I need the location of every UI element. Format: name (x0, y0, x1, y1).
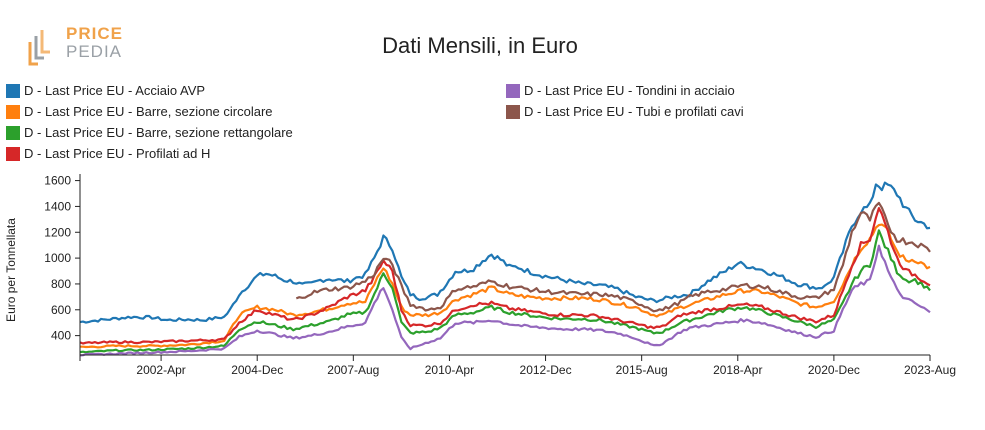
legend-swatch-tubi (506, 104, 520, 119)
legend-label-profilati: D - Last Price EU - Profilati ad H (24, 146, 211, 161)
legend-swatch-profilati (6, 146, 20, 161)
legend-right: D - Last Price EU - Tondini in acciaio D… (506, 80, 744, 122)
legend-item-profilati[interactable]: D - Last Price EU - Profilati ad H (6, 143, 293, 164)
legend-swatch-tondini (506, 83, 520, 98)
y-tick-label: 1400 (44, 199, 71, 213)
series-line-barre_rett (79, 229, 931, 354)
chart-title: Dati Mensili, in Euro (382, 33, 578, 58)
legend-item-barre-circolare[interactable]: D - Last Price EU - Barre, sezione circo… (6, 101, 293, 122)
x-tick-label: 2015-Aug (616, 363, 668, 377)
legend-left: D - Last Price EU - Acciaio AVP D - Last… (6, 80, 293, 164)
y-tick-label: 600 (51, 303, 71, 317)
legend-label-barre-rettangolare: D - Last Price EU - Barre, sezione retta… (24, 125, 293, 140)
legend-swatch-barre-rettangolare (6, 125, 20, 140)
series-line-tondini (79, 244, 931, 357)
legend-label-tubi: D - Last Price EU - Tubi e profilati cav… (524, 104, 744, 119)
plot-lines (79, 181, 931, 357)
legend-label-acciaio: D - Last Price EU - Acciaio AVP (24, 83, 206, 98)
axes: 400 600 800 1000 1200 1400 1600 2002-Apr 2004-De… (44, 174, 956, 377)
x-tick-label: 2012-Dec (520, 363, 572, 377)
y-tick-label: 1000 (44, 251, 71, 265)
legend-item-tubi[interactable]: D - Last Price EU - Tubi e profilati cav… (506, 101, 744, 122)
series-line-profilati (79, 207, 931, 345)
x-tick-label: 2002-Apr (136, 363, 185, 377)
legend-swatch-barre-circolare (6, 104, 20, 119)
legend-item-acciaio[interactable]: D - Last Price EU - Acciaio AVP (6, 80, 293, 101)
legend-swatch-acciaio (6, 83, 20, 98)
y-tick-label: 800 (51, 277, 71, 291)
series-line-tubi (295, 201, 931, 313)
y-tick-label: 1200 (44, 225, 71, 239)
x-tick-label: 2023-Aug (904, 363, 956, 377)
legend-item-barre-rettangolare[interactable]: D - Last Price EU - Barre, sezione retta… (6, 122, 293, 143)
x-tick-label: 2018-Apr (713, 363, 762, 377)
legend-label-barre-circolare: D - Last Price EU - Barre, sezione circo… (24, 104, 273, 119)
x-tick-label: 2004-Dec (231, 363, 283, 377)
series-line-acciaio (79, 181, 931, 324)
x-tick-label: 2020-Dec (808, 363, 860, 377)
y-tick-label: 400 (51, 329, 71, 343)
x-tick-label: 2007-Aug (327, 363, 379, 377)
legend-item-tondini[interactable]: D - Last Price EU - Tondini in acciaio (506, 80, 744, 101)
pricepedia-logo: PRICE PEDIA (18, 24, 128, 70)
logo-text-pedia: PEDIA (66, 42, 123, 61)
x-tick-label: 2010-Apr (425, 363, 474, 377)
logo-mark-icon (28, 30, 50, 66)
y-tick-label: 1600 (44, 174, 71, 188)
series-line-barre_circ (80, 223, 931, 349)
logo-text-price: PRICE (66, 24, 123, 43)
legend-label-tondini: D - Last Price EU - Tondini in acciaio (524, 83, 735, 98)
